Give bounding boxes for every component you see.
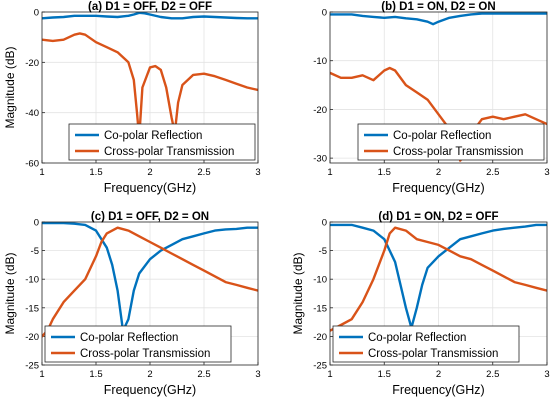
legend-label: Cross-polar Transmission	[80, 348, 210, 360]
y-tick-label: -15	[25, 303, 39, 314]
legend-label: Co-polar Reflection	[104, 130, 202, 142]
x-tick-label: 1.5	[89, 369, 102, 380]
x-tick-label: 1.5	[378, 167, 391, 178]
x-tick-label: 3	[255, 369, 260, 380]
axes-box	[329, 11, 548, 164]
y-tick-label: 0	[322, 8, 327, 19]
series-line-cross-polar-transmission	[42, 226, 258, 338]
legend-label: Co-polar Reflection	[368, 332, 466, 344]
x-tick-label: 2	[147, 369, 152, 380]
y-tick-label: -60	[25, 159, 39, 170]
legend: Co-polar Reflection Cross-polar Transmiss…	[332, 325, 520, 363]
legend: Co-polar Reflection Cross-polar Transmiss…	[68, 123, 256, 161]
legend-box	[44, 325, 232, 363]
series-line-cross-polar-transmission	[330, 66, 547, 162]
legend-label: Cross-polar Transmission	[104, 146, 234, 158]
y-tick-label: -5	[31, 246, 39, 257]
y-tick-label: -20	[313, 105, 327, 116]
axes-box	[41, 11, 259, 164]
chart-title: (a) D1 = OFF, D2 = OFF	[88, 1, 212, 13]
x-tick-label: 3	[544, 167, 549, 178]
legend-box	[357, 123, 545, 161]
y-tick-label: -15	[313, 303, 327, 314]
y-tick-label: -10	[313, 275, 327, 286]
x-tick-label: 1	[327, 369, 332, 380]
legend-label: Cross-polar Transmission	[393, 146, 523, 158]
series-line-co-polar-reflection	[42, 12, 258, 20]
series-line-cross-polar-transmission	[330, 226, 547, 332]
y-axis-label: Magnitude (dB)	[3, 252, 17, 334]
x-axis-label: Frequency(GHz)	[392, 383, 484, 397]
legend-box	[332, 325, 520, 363]
x-tick-label: 2.5	[197, 369, 210, 380]
chart-panel-3: 1 1.5 2 2.5 3 -25 -20 -15 -10 -5 0 (c) D1 = OFF, D2…	[3, 211, 261, 397]
y-tick-label: -20	[25, 58, 39, 69]
y-tick-label: 0	[322, 218, 327, 229]
x-axis-label: Frequency(GHz)	[104, 383, 196, 397]
legend-label: Co-polar Reflection	[393, 130, 491, 142]
x-tick-label: 1	[39, 369, 44, 380]
y-tick-label: 0	[34, 218, 39, 229]
y-axis-label: Magnitude (dB)	[291, 252, 305, 334]
chart-title: (c) D1 = OFF, D2 = ON	[91, 211, 209, 223]
legend: Co-polar Reflection Cross-polar Transmiss…	[357, 123, 545, 161]
x-tick-label: 1	[327, 167, 332, 178]
x-axis-label: Frequency(GHz)	[392, 181, 484, 195]
chart-title: (d) D1 = ON, D2 = OFF	[378, 211, 498, 223]
legend-label: Cross-polar Transmission	[368, 348, 498, 360]
x-tick-label: 2.5	[486, 369, 499, 380]
x-tick-label: 2.5	[197, 167, 210, 178]
y-tick-label: -40	[25, 108, 39, 119]
x-tick-label: 3	[255, 167, 260, 178]
y-tick-label: -10	[313, 56, 327, 67]
legend-box	[68, 123, 256, 161]
legend: Co-polar Reflection Cross-polar Transmiss…	[44, 325, 232, 363]
series-line-co-polar-reflection	[330, 223, 547, 329]
y-tick-label: -25	[313, 361, 327, 372]
chart-panel-1: 1 1.5 2 2.5 3 -60 -40 -20 0 (a) D1 = OFF, D2 = OF…	[3, 1, 261, 195]
y-tick-label: -20	[25, 332, 39, 343]
legend-label: Co-polar Reflection	[80, 332, 178, 344]
series-line-co-polar-reflection	[42, 222, 258, 332]
y-tick-label: -5	[319, 246, 327, 257]
series-line-co-polar-reflection	[330, 12, 547, 26]
x-tick-label: 2	[436, 369, 441, 380]
y-tick-label: 0	[34, 8, 39, 19]
x-tick-label: 2.5	[486, 167, 499, 178]
axes-box	[329, 221, 548, 366]
x-axis-label: Frequency(GHz)	[104, 181, 196, 195]
chart-panel-2: 1 1.5 2 2.5 3 -30 -20 -10 0 (b) D1 = ON, D2 = ON F…	[313, 1, 549, 195]
chart-panel-4: 1 1.5 2 2.5 3 -25 -20 -15 -10 -5 0 (d) D1 = ON, D2 …	[291, 211, 550, 397]
x-tick-label: 1	[39, 167, 44, 178]
x-tick-label: 1.5	[89, 167, 102, 178]
chart-title: (b) D1 = ON, D2 = ON	[381, 1, 495, 13]
y-tick-label: -30	[313, 154, 327, 165]
y-tick-label: -10	[25, 275, 39, 286]
x-tick-label: 2	[147, 167, 152, 178]
y-tick-label: -25	[25, 361, 39, 372]
y-tick-label: -20	[313, 332, 327, 343]
y-axis-label: Magnitude (dB)	[3, 46, 17, 128]
x-tick-label: 2	[436, 167, 441, 178]
x-tick-label: 3	[544, 369, 549, 380]
axes-box	[41, 221, 259, 366]
x-tick-label: 1.5	[378, 369, 391, 380]
series-line-cross-polar-transmission	[42, 32, 258, 139]
